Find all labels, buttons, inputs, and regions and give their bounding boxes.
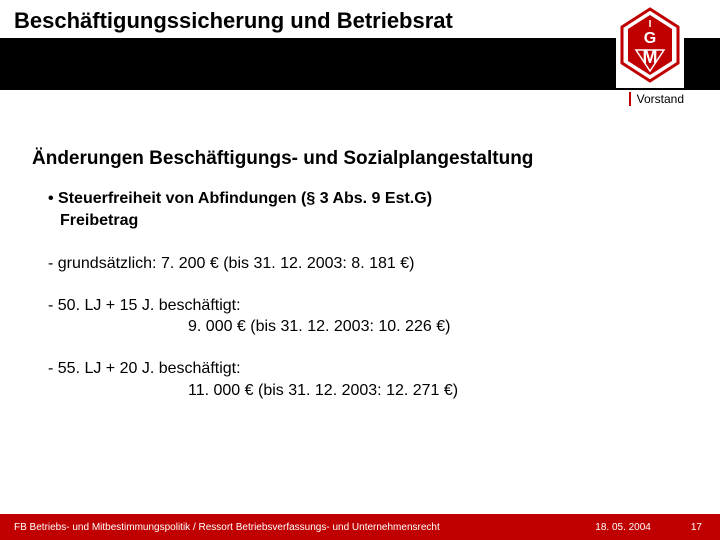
igm-logo: I G M: [616, 2, 684, 88]
footer-page-number: 17: [691, 522, 720, 533]
vorstand-label: Vorstand: [629, 92, 684, 106]
header-black-bar: [0, 38, 720, 90]
item-text: - 50. LJ + 15 J. beschäftigt:: [48, 297, 241, 314]
footer-bar: FB Betriebs- und Mitbestimmungspolitik /…: [0, 514, 720, 540]
footer-date: 18. 05. 2004: [595, 522, 691, 533]
header: Beschäftigungssicherung und Betriebsrat …: [0, 0, 720, 42]
bullet-line1: • Steuerfreiheit von Abfindungen (§ 3 Ab…: [48, 190, 432, 207]
subtitle: Änderungen Beschäftigungs- und Sozialpla…: [32, 148, 688, 170]
item-sub: 9. 000 € (bis 31. 12. 2003: 10. 226 €): [48, 318, 450, 335]
svg-text:I: I: [649, 19, 652, 30]
bullet-main: • Steuerfreiheit von Abfindungen (§ 3 Ab…: [32, 188, 688, 231]
item-sub: 11. 000 € (bis 31. 12. 2003: 12. 271 €): [48, 382, 458, 399]
list-item: - 50. LJ + 15 J. beschäftigt: 9. 000 € (…: [32, 295, 688, 338]
page-title: Beschäftigungssicherung und Betriebsrat: [0, 0, 720, 42]
content-area: Änderungen Beschäftigungs- und Sozialpla…: [32, 148, 688, 421]
svg-text:G: G: [644, 30, 656, 47]
item-text: - grundsätzlich: 7. 200 € (bis 31. 12. 2…: [48, 255, 414, 272]
list-item: - 55. LJ + 20 J. beschäftigt: 11. 000 € …: [32, 358, 688, 401]
footer-left-text: FB Betriebs- und Mitbestimmungspolitik /…: [0, 522, 595, 533]
bullet-line2: Freibetrag: [48, 212, 138, 229]
list-item: - grundsätzlich: 7. 200 € (bis 31. 12. 2…: [32, 253, 688, 275]
item-text: - 55. LJ + 20 J. beschäftigt:: [48, 360, 241, 377]
